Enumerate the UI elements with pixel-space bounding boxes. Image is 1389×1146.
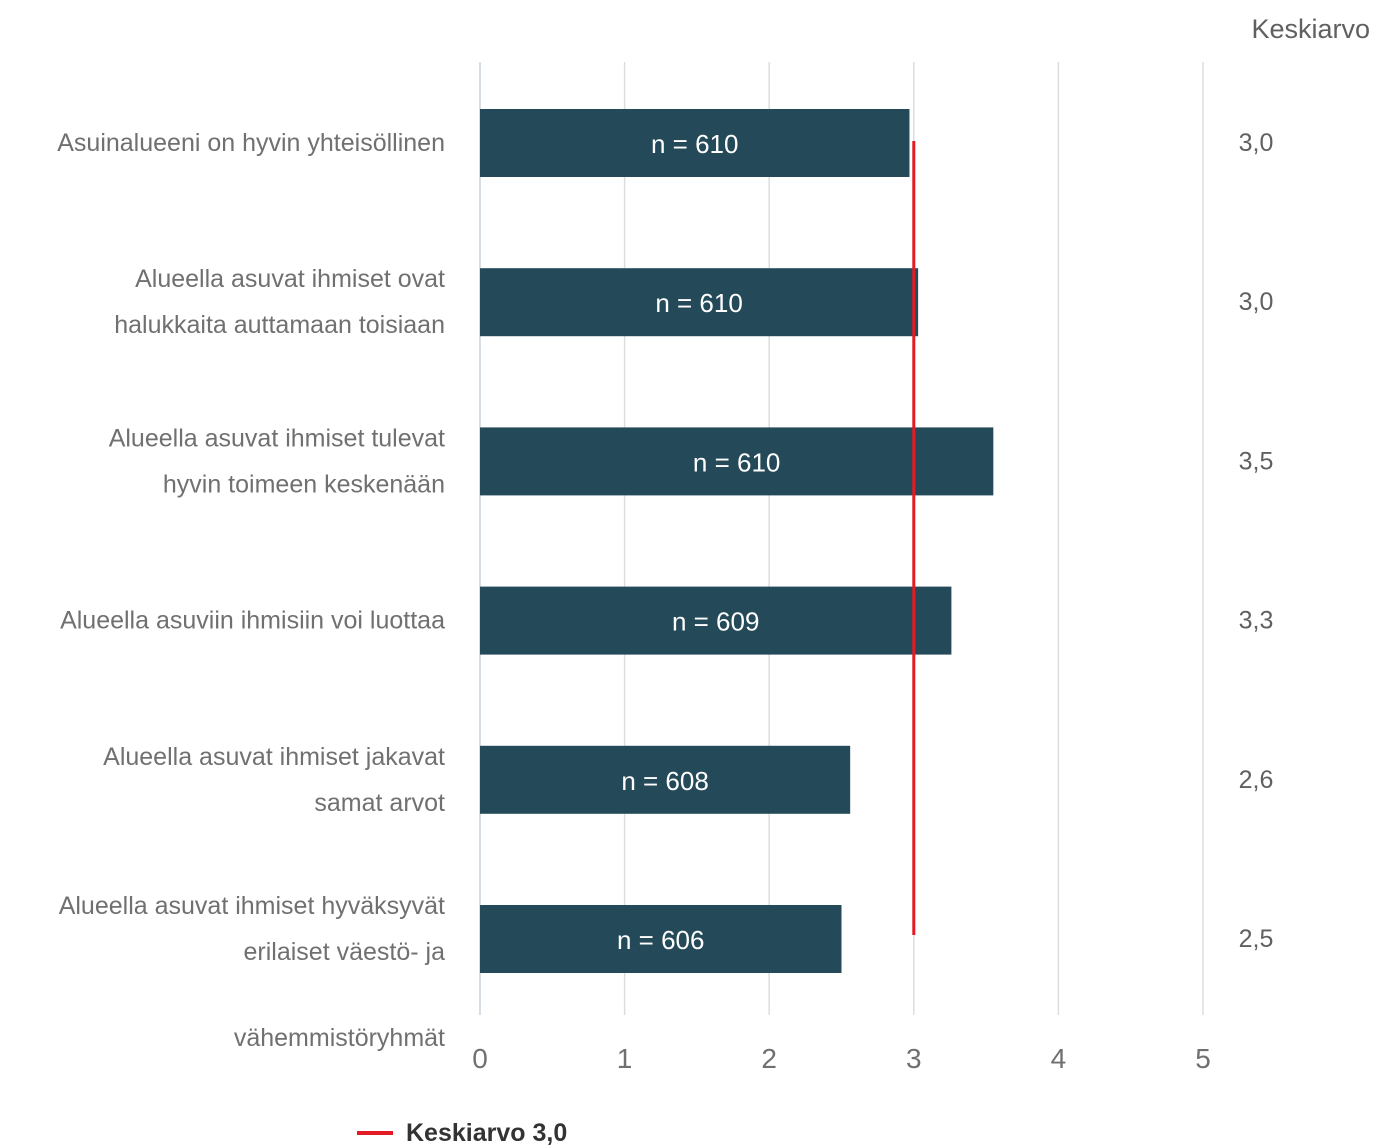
bar-n-label: n = 610	[651, 129, 738, 159]
category-label: Alueella asuvat ihmiset hyväksyvät	[59, 892, 445, 920]
mean-value-label: 3,0	[1239, 129, 1274, 157]
bar	[480, 745, 851, 814]
bar-n-label: n = 610	[693, 447, 780, 477]
mean-value-label: 2,6	[1239, 766, 1274, 794]
bar-n-label: n = 608	[621, 766, 708, 796]
x-tick-label: 0	[472, 1043, 488, 1074]
bar	[480, 586, 952, 655]
category-label: hyvin toimeen keskenään	[163, 470, 445, 498]
category-label: Alueella asuviin ihmisiin voi luottaa	[60, 607, 445, 635]
bar	[480, 905, 842, 973]
x-tick-label: 3	[906, 1043, 922, 1074]
bar-n-label: n = 606	[617, 925, 704, 955]
category-label: Alueella asuvat ihmiset jakavat	[103, 743, 445, 771]
category-label: erilaiset väestö- ja	[244, 938, 446, 966]
category-label: samat arvot	[314, 789, 445, 817]
mean-value-label: 3,3	[1239, 607, 1274, 635]
x-tick-label: 5	[1195, 1043, 1211, 1074]
category-label: Alueella asuvat ihmiset ovat	[135, 265, 445, 293]
bar	[480, 268, 919, 337]
category-label: Asuinalueeni on hyvin yhteisöllinen	[57, 129, 445, 157]
category-label: vähemmistöryhmät	[234, 1024, 445, 1052]
mean-value-label: 2,5	[1239, 925, 1274, 953]
bar	[480, 427, 994, 496]
mean-value-label: 3,5	[1239, 447, 1274, 475]
category-label: halukkaita auttamaan toisiaan	[114, 311, 445, 339]
x-tick-label: 2	[761, 1043, 777, 1074]
x-tick-label: 1	[617, 1043, 633, 1074]
bar	[480, 109, 910, 177]
x-tick-label: 4	[1051, 1043, 1067, 1074]
bar-n-label: n = 609	[672, 607, 759, 637]
mean-value-label: 3,0	[1239, 288, 1274, 316]
bar-n-label: n = 610	[655, 288, 742, 318]
category-label: Alueella asuvat ihmiset tulevat	[109, 424, 445, 452]
mean-column-header: Keskiarvo	[1251, 14, 1370, 44]
legend-label: Keskiarvo 3,0	[406, 1119, 567, 1146]
